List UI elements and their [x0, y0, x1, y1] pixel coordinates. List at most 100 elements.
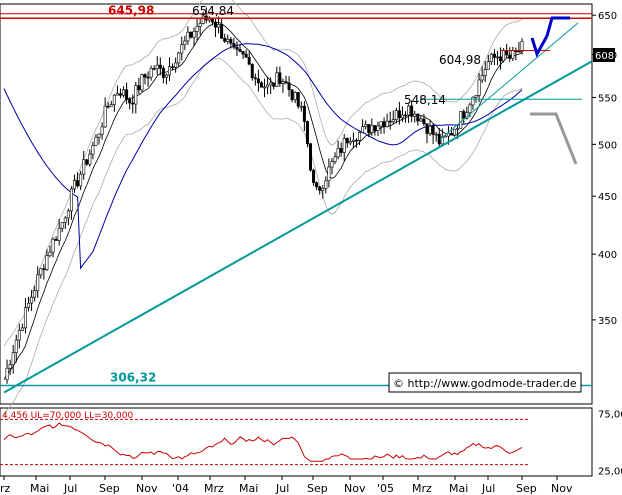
candle-body [398, 111, 400, 118]
candle-body [162, 68, 164, 77]
candle-body [509, 55, 511, 59]
y-tick-label: 450 [598, 192, 617, 203]
candle-body [282, 82, 284, 84]
candle-body [502, 50, 504, 60]
candle-body [168, 67, 170, 75]
candle-body [79, 174, 81, 186]
candle-body [55, 239, 57, 240]
candle-body [184, 41, 186, 45]
candle-body [70, 189, 72, 211]
candle-body [122, 90, 124, 96]
candle-body [43, 269, 45, 270]
candle-body [368, 124, 370, 132]
candle-body [279, 73, 281, 84]
candle-body [211, 19, 213, 22]
candle-body [58, 228, 60, 240]
candle-body [190, 32, 192, 37]
candle-body [110, 105, 112, 107]
candle-body [18, 330, 20, 340]
candle-body [521, 41, 523, 51]
candle-body [138, 86, 140, 90]
candle-body [95, 137, 97, 145]
candle-body [361, 127, 363, 133]
candle-body [386, 121, 388, 127]
candle-body [128, 99, 130, 103]
candle-body [82, 160, 84, 174]
candle-body [291, 90, 293, 100]
candle-body [395, 111, 397, 120]
candle-body [86, 160, 88, 164]
candle-body [187, 32, 189, 41]
candle-body [181, 45, 183, 53]
candle-body [512, 51, 514, 59]
candle-body [374, 125, 376, 130]
candle-body [52, 239, 54, 252]
candle-body [147, 77, 149, 78]
horizontal-line-label: 645,98 [108, 3, 154, 17]
x-tick-label: Jul [275, 482, 289, 495]
candle-body [343, 138, 345, 152]
candle-body [459, 111, 461, 128]
candle-body [355, 140, 357, 141]
x-tick-label: Mrz [412, 482, 432, 495]
indicator-label: 4,456 UL=70,000 LL=30,000 [2, 411, 133, 421]
candle-body [484, 70, 486, 76]
oscillator-tick-label: 25,00 [598, 466, 622, 477]
candle-body [364, 124, 366, 126]
x-tick-label: Mai [449, 482, 468, 495]
candle-body [493, 54, 495, 57]
horizontal-line-label: 306,32 [110, 370, 156, 384]
candle-body [153, 68, 155, 69]
x-tick-label: Sep [307, 482, 328, 495]
candle-body [15, 340, 17, 353]
candle-body [453, 129, 455, 135]
candle-body [64, 218, 66, 223]
candle-body [245, 54, 247, 57]
candle-body [490, 54, 492, 62]
candle-body [420, 119, 422, 121]
candle-body [346, 138, 348, 143]
x-tick-label: Sep [99, 482, 120, 495]
candle-body [24, 308, 26, 328]
candle-body [135, 86, 137, 104]
candle-body [230, 39, 232, 43]
candle-body [334, 157, 336, 162]
candle-body [407, 106, 409, 115]
candle-body [116, 94, 118, 96]
x-tick-label: Jul [481, 482, 495, 495]
candle-body [297, 92, 299, 106]
candle-body [432, 126, 434, 134]
oscillator-tick-label: 75,00 [598, 410, 622, 421]
candle-body [223, 38, 225, 41]
candle-body [9, 365, 11, 369]
candle-body [233, 43, 235, 47]
candle-body [288, 83, 290, 90]
candle-body [392, 120, 394, 122]
candle-body [33, 291, 35, 298]
candle-body [125, 90, 127, 100]
candle-body [6, 368, 8, 379]
candle-body [377, 126, 379, 131]
watermark-text: © http://www.godmode-trader.de [393, 377, 577, 390]
x-tick-label: Mrz [204, 482, 224, 495]
x-tick-label: Mai [30, 482, 49, 495]
candle-body [322, 188, 324, 190]
candle-body [481, 75, 483, 79]
candle-body [487, 62, 489, 70]
candle-body [104, 106, 106, 127]
candle-body [389, 121, 391, 122]
candle-body [371, 125, 373, 132]
candle-body [12, 353, 14, 365]
price-annotation: 548,14 [404, 93, 446, 107]
candle-body [496, 57, 498, 58]
candle-body [319, 187, 321, 191]
candle-body [429, 126, 431, 133]
candle-body [101, 127, 103, 134]
candle-body [242, 51, 244, 54]
candle-body [248, 57, 250, 64]
candle-body [478, 80, 480, 95]
candle-body [273, 83, 275, 86]
candle-body [505, 50, 507, 55]
candle-body [89, 154, 91, 164]
